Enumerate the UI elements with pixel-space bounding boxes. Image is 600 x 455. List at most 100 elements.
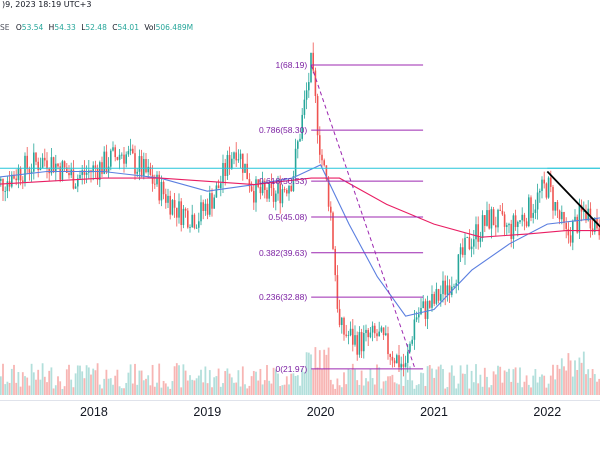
volume-bar [567,353,570,395]
candle-body [420,308,422,315]
volume-bar [98,384,101,395]
volume-bar [329,379,332,395]
volume-bar [479,374,482,395]
candle-body [4,191,6,192]
candle-body [539,190,541,193]
volume-bar [576,369,579,395]
open-value: 53.54 [21,23,44,32]
candle-body [281,189,284,204]
volume-bar [160,387,163,395]
volume-bar [565,370,568,395]
volume-bar [327,347,330,395]
candle-body [314,70,317,96]
candle-body [484,215,486,226]
candle-body [116,157,119,160]
candle-body [162,181,165,195]
trend-line [546,170,600,228]
volume-bar [428,365,431,395]
volume-bar [127,372,130,395]
volume-bar [270,383,273,395]
candle-body [250,186,253,191]
time-axis[interactable] [0,400,600,427]
candle-body [475,224,477,240]
volume-bar [589,377,592,395]
volume-bar [96,363,99,395]
candle-body [558,210,561,220]
candle-body [517,222,519,227]
volume-bar [186,380,189,395]
volume-bar [140,370,143,395]
volume-bar [516,382,519,395]
volume-bar [8,382,11,395]
volume-bar [578,357,581,395]
volume-bar [437,366,440,395]
candle-body [118,154,121,160]
candle-body [347,335,350,336]
candle-body [209,193,211,215]
candle-body [446,285,449,295]
high-value: 54.33 [54,23,76,32]
candle-body [59,166,61,180]
close-value: 54.01 [117,23,139,32]
volume-bar [499,366,502,395]
volume-bar [41,363,44,395]
candle-body [490,209,493,229]
candle-body [246,163,248,180]
volume-bar [237,370,240,395]
candle-body [514,215,517,227]
volume-bar [369,368,372,395]
volume-bar [30,363,33,395]
volume-bar [261,384,264,395]
volume-bar [527,384,530,395]
candle-body [576,216,578,233]
volume-bar [193,380,196,395]
volume-bar [114,375,117,395]
volume-bar [72,387,75,395]
candle-body [380,327,383,332]
volume-bar [477,383,480,395]
candle-body [286,189,288,194]
candle-body [479,237,482,242]
volume-bar [145,378,147,395]
volume-bar [13,364,15,395]
volume-bar [290,373,293,395]
candle-body [424,301,427,319]
volume-bar [57,376,59,395]
volume-bar [257,380,260,395]
volume-bar [81,371,84,395]
volume-bar [136,384,139,395]
volume-bar [384,380,387,395]
volume-bar [235,382,238,395]
candle-body [305,90,308,100]
candle-body [369,332,372,338]
candle-body [486,210,488,226]
volume-bar [296,375,299,395]
exchange-label: SE [0,23,10,32]
volume-label: Vol [144,23,156,32]
volume-bar [310,354,312,395]
x-tick-label: 2018 [79,405,108,419]
volume-bar [530,387,532,395]
candle-body [242,153,244,173]
candle-body [195,227,198,229]
candle-body [396,355,398,364]
candle-body [127,151,130,155]
volume-bar [563,366,565,395]
volume-bar [490,385,493,395]
candle-body [125,154,127,164]
volume-bar [400,363,403,395]
candle-body [248,179,251,187]
volume-bar [197,375,200,395]
volume-bar [272,367,275,395]
candle-body [464,237,466,255]
candle-body [552,186,554,211]
volume-bar [395,383,398,395]
volume-bar [178,365,180,395]
candle-body [277,183,279,194]
volume-bar [340,387,343,395]
candle-body [143,159,145,176]
candle-body [202,202,204,211]
volume-bar [134,363,136,395]
